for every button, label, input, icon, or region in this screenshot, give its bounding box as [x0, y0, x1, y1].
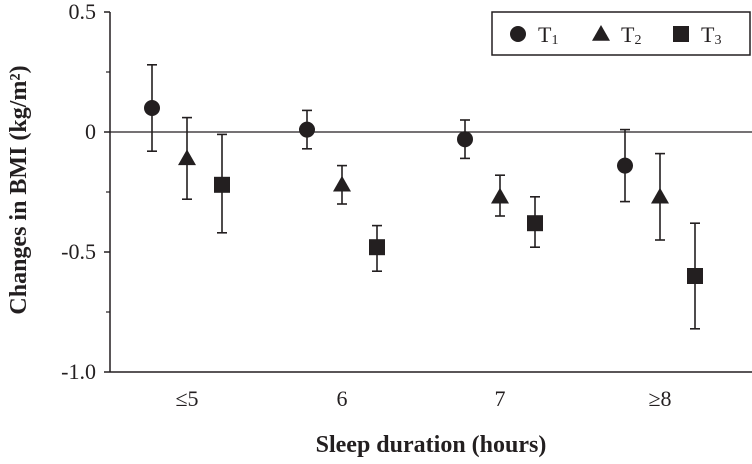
data-point-t3 — [527, 215, 543, 232]
legend-label-t2: T2 — [621, 22, 641, 48]
legend-label-t1: T1 — [538, 22, 558, 48]
y-axis-title: Changes in BMI (kg/m²) — [6, 65, 32, 314]
data-marks — [144, 64, 703, 330]
x-tick-label: ≤5 — [175, 386, 198, 411]
legend-box — [491, 11, 751, 56]
y-tick-label: -0.5 — [61, 239, 96, 264]
data-point-t3 — [369, 239, 385, 256]
legend: T1 T2 T3 — [491, 11, 751, 56]
x-tick-label: ≥8 — [648, 386, 671, 411]
legend-label-t3: T3 — [701, 22, 721, 48]
legend-marker-t3 — [673, 26, 689, 42]
x-axis-title: Sleep duration (hours) — [316, 432, 547, 458]
data-point-t3 — [687, 268, 703, 284]
legend-marker-t1 — [510, 26, 526, 42]
data-point-t3 — [214, 176, 230, 193]
y-tick-label: 0.5 — [69, 0, 97, 24]
x-tick-label: 7 — [495, 386, 506, 411]
data-point-t1 — [457, 131, 473, 148]
x-tick-label: 6 — [337, 386, 348, 411]
data-point-t1 — [299, 121, 315, 138]
data-point-t1 — [144, 100, 160, 116]
data-point-t2 — [178, 149, 196, 166]
data-point-t2 — [491, 187, 509, 204]
axes: 0.5 0 -0.5 -1.0 ≤5 6 7 ≥8 — [61, 0, 752, 411]
legend-marker-t2 — [592, 25, 610, 41]
y-tick-label: -1.0 — [61, 359, 96, 384]
data-point-t1 — [617, 157, 633, 174]
data-point-t2 — [651, 187, 669, 204]
y-tick-label: 0 — [85, 119, 96, 144]
data-point-t2 — [333, 175, 351, 192]
